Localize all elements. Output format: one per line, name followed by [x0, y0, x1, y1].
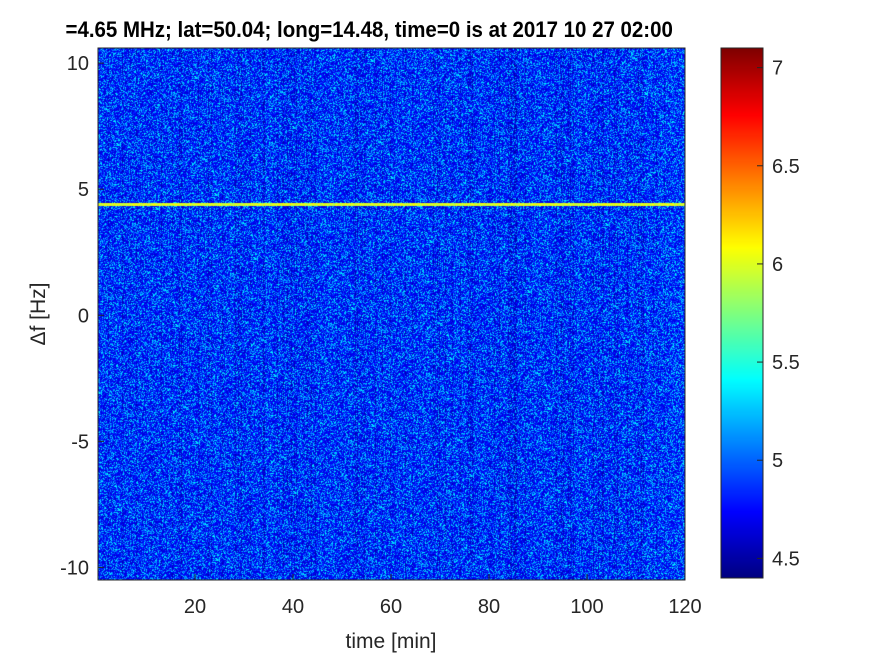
- y-tick-label: 5: [78, 179, 89, 201]
- y-tick-label: -5: [71, 431, 89, 453]
- chart-title: =4.65 MHz; lat=50.04; long=14.48, time=0…: [65, 17, 673, 42]
- y-tick-label: 0: [78, 305, 89, 327]
- x-tick-label: 20: [184, 596, 206, 618]
- x-tick-label: 80: [478, 596, 500, 618]
- x-tick-label: 120: [668, 596, 701, 618]
- colorbar-tick-label: 4.5: [772, 548, 800, 570]
- colorbar-frame: [720, 47, 764, 579]
- colorbar-tick-label: 7: [772, 58, 783, 80]
- colorbar: [721, 48, 763, 578]
- spectrogram-heatmap: [98, 48, 685, 580]
- colorbar-tick-label: 5.5: [772, 352, 800, 374]
- colorbar-tick-label: 6.5: [772, 156, 800, 178]
- x-axis-label: time [min]: [345, 630, 436, 653]
- x-tick-label: 40: [282, 596, 304, 618]
- x-tick-label: 60: [380, 596, 402, 618]
- x-tick-label: 100: [570, 596, 603, 618]
- y-axis-label: Δf [Hz]: [27, 282, 50, 345]
- plot-frame: [97, 47, 686, 581]
- colorbar-tick-label: 6: [772, 254, 783, 276]
- y-tick-label: -10: [60, 557, 89, 579]
- colorbar-tick-label: 5: [772, 450, 783, 472]
- y-tick-label: 10: [67, 53, 89, 75]
